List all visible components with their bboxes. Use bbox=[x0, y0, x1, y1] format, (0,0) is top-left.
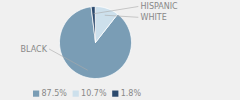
svg-text:87.5%: 87.5% bbox=[42, 89, 68, 98]
svg-text:HISPANIC: HISPANIC bbox=[141, 2, 179, 11]
svg-text:1.8%: 1.8% bbox=[121, 89, 142, 98]
svg-text:BLACK: BLACK bbox=[21, 45, 48, 54]
svg-text:10.7%: 10.7% bbox=[81, 89, 107, 98]
svg-text:WHITE: WHITE bbox=[141, 13, 167, 22]
